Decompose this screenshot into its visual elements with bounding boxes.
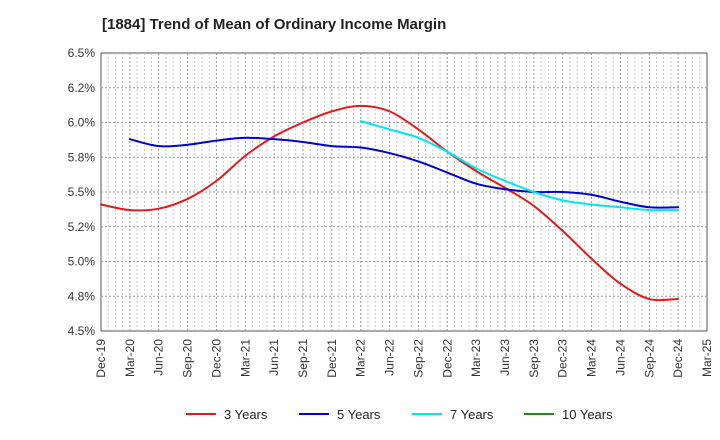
chart-title: [1884] Trend of Mean of Ordinary Income … bbox=[102, 16, 447, 33]
x-tick-label: Mar-22 bbox=[354, 339, 368, 377]
x-tick-label: Dec-20 bbox=[209, 339, 223, 378]
series-line-5-years bbox=[128, 136, 680, 209]
y-tick-label: 4.5% bbox=[68, 324, 96, 338]
y-axis: 4.5% 4.8% 5.0% 5.2% 5.5% 5.8% 6.0% 6.2% 6.5% bbox=[68, 46, 96, 338]
x-tick-label: Mar-21 bbox=[238, 339, 252, 377]
y-tick-label: 5.0% bbox=[68, 255, 96, 269]
x-tick-label: Dec-21 bbox=[325, 339, 339, 378]
x-tick-label: Jun-21 bbox=[267, 339, 281, 376]
y-tick-label: 6.2% bbox=[68, 81, 96, 95]
y-tick-label: 5.8% bbox=[68, 150, 96, 164]
legend-label-7-years: 7 Years bbox=[450, 407, 494, 422]
x-tick-label: Dec-24 bbox=[671, 339, 685, 378]
legend-label-3-years: 3 Years bbox=[224, 407, 268, 422]
x-tick-label: Sep-22 bbox=[411, 339, 425, 378]
y-tick-label: 6.5% bbox=[68, 46, 96, 60]
series-line-3-years bbox=[100, 104, 680, 302]
x-tick-label: Dec-22 bbox=[440, 339, 454, 378]
x-tick-label: Jun-22 bbox=[383, 339, 397, 376]
x-axis: Dec-19 Mar-20 Jun-20 Sep-20 Dec-20 Mar-21 Jun-… bbox=[94, 339, 714, 378]
y-tick-label: 5.5% bbox=[68, 185, 96, 199]
y-tick-label: 6.0% bbox=[68, 116, 96, 130]
legend: 3 Years 5 Years 7 Years 10 Years bbox=[186, 407, 613, 422]
x-tick-label: Dec-23 bbox=[556, 339, 570, 378]
legend-label-5-years: 5 Years bbox=[337, 407, 381, 422]
x-tick-label: Jun-24 bbox=[613, 339, 627, 376]
x-tick-label: Mar-24 bbox=[585, 339, 599, 377]
series-line-7-years bbox=[359, 120, 680, 212]
series-lines bbox=[100, 104, 680, 302]
y-tick-label: 4.8% bbox=[68, 289, 96, 303]
x-tick-label: Mar-20 bbox=[123, 339, 137, 377]
x-tick-label: Sep-24 bbox=[642, 339, 656, 378]
grid bbox=[101, 53, 707, 331]
x-tick-label: Dec-19 bbox=[94, 339, 108, 378]
x-tick-label: Sep-20 bbox=[181, 339, 195, 378]
x-tick-label: Sep-23 bbox=[527, 339, 541, 378]
x-tick-label: Sep-21 bbox=[296, 339, 310, 378]
legend-label-10-years: 10 Years bbox=[562, 407, 613, 422]
x-tick-label: Jun-23 bbox=[498, 339, 512, 376]
x-tick-label: Mar-25 bbox=[700, 339, 714, 377]
y-tick-label: 5.2% bbox=[68, 220, 96, 234]
x-tick-label: Jun-20 bbox=[152, 339, 166, 376]
x-tick-label: Mar-23 bbox=[469, 339, 483, 377]
